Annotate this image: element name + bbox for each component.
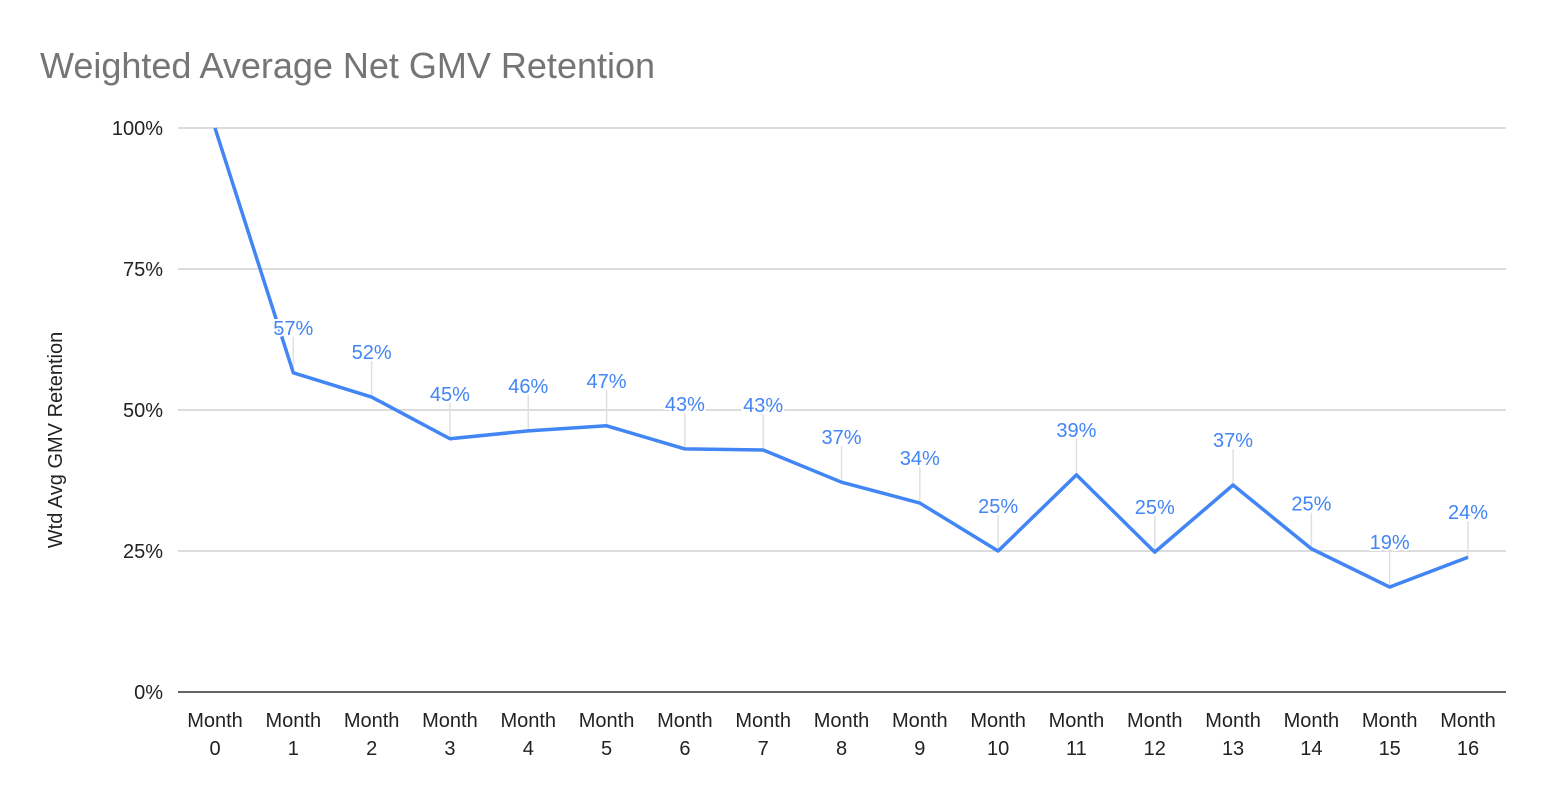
x-tick-label: 10 — [987, 738, 1009, 760]
x-tick-label: Month — [1049, 710, 1105, 732]
x-tick-label: 8 — [836, 738, 847, 760]
x-tick-label: Month — [266, 710, 322, 732]
x-tick-label: 3 — [444, 738, 455, 760]
data-label: 25% — [1291, 494, 1331, 516]
data-label: 43% — [665, 394, 705, 416]
data-label: 47% — [587, 371, 627, 393]
data-label: 19% — [1370, 532, 1410, 554]
x-tick-label: 13 — [1222, 738, 1244, 760]
x-tick-label: Month — [814, 710, 870, 732]
x-tick-label: Month — [422, 710, 478, 732]
data-label: 25% — [978, 496, 1018, 518]
chart-title: Weighted Average Net GMV Retention — [40, 45, 655, 86]
y-tick-label: 50% — [123, 400, 163, 422]
x-tick-label: Month — [970, 710, 1026, 732]
data-label: 57% — [273, 318, 313, 340]
y-axis-label: Wtd Avg GMV Retention — [45, 332, 67, 548]
y-tick-label: 100% — [112, 118, 163, 140]
x-tick-label: Month — [892, 710, 948, 732]
x-tick-label: Month — [1205, 710, 1261, 732]
x-tick-label: 9 — [914, 738, 925, 760]
data-label: 39% — [1056, 420, 1096, 442]
x-tick-label: 4 — [523, 738, 534, 760]
x-tick-label: Month — [1127, 710, 1183, 732]
x-tick-label: Month — [1440, 710, 1496, 732]
x-tick-label: 6 — [679, 738, 690, 760]
y-tick-label: 0% — [134, 682, 163, 704]
data-label: 43% — [743, 395, 783, 417]
x-tick-label: 14 — [1300, 738, 1322, 760]
x-tick-label: Month — [344, 710, 400, 732]
x-tick-label: 16 — [1457, 738, 1479, 760]
data-label: 25% — [1135, 497, 1175, 519]
data-label: 46% — [508, 376, 548, 398]
data-label: 34% — [900, 448, 940, 470]
y-tick-label: 75% — [123, 259, 163, 281]
data-label: 52% — [352, 342, 392, 364]
x-tick-label: 11 — [1066, 738, 1087, 760]
x-tick-label: 12 — [1144, 738, 1166, 760]
data-label: 37% — [821, 427, 861, 449]
x-tick-label: Month — [500, 710, 556, 732]
data-label: 37% — [1213, 430, 1253, 452]
data-label: 45% — [430, 384, 470, 406]
x-tick-label: Month — [1362, 710, 1418, 732]
x-tick-label: 0 — [209, 738, 220, 760]
x-tick-label: Month — [657, 710, 713, 732]
x-tick-label: Month — [579, 710, 635, 732]
x-tick-label: 15 — [1379, 738, 1401, 760]
x-tick-label: Month — [735, 710, 791, 732]
y-tick-label: 25% — [123, 541, 163, 563]
x-tick-label: 5 — [601, 738, 612, 760]
x-tick-label: 7 — [758, 738, 769, 760]
data-label: 24% — [1448, 502, 1488, 524]
x-tick-label: Month — [187, 710, 243, 732]
x-tick-label: 2 — [366, 738, 377, 760]
series-line — [213, 127, 1469, 589]
x-tick-label: Month — [1284, 710, 1340, 732]
x-tick-label: 1 — [288, 738, 299, 760]
